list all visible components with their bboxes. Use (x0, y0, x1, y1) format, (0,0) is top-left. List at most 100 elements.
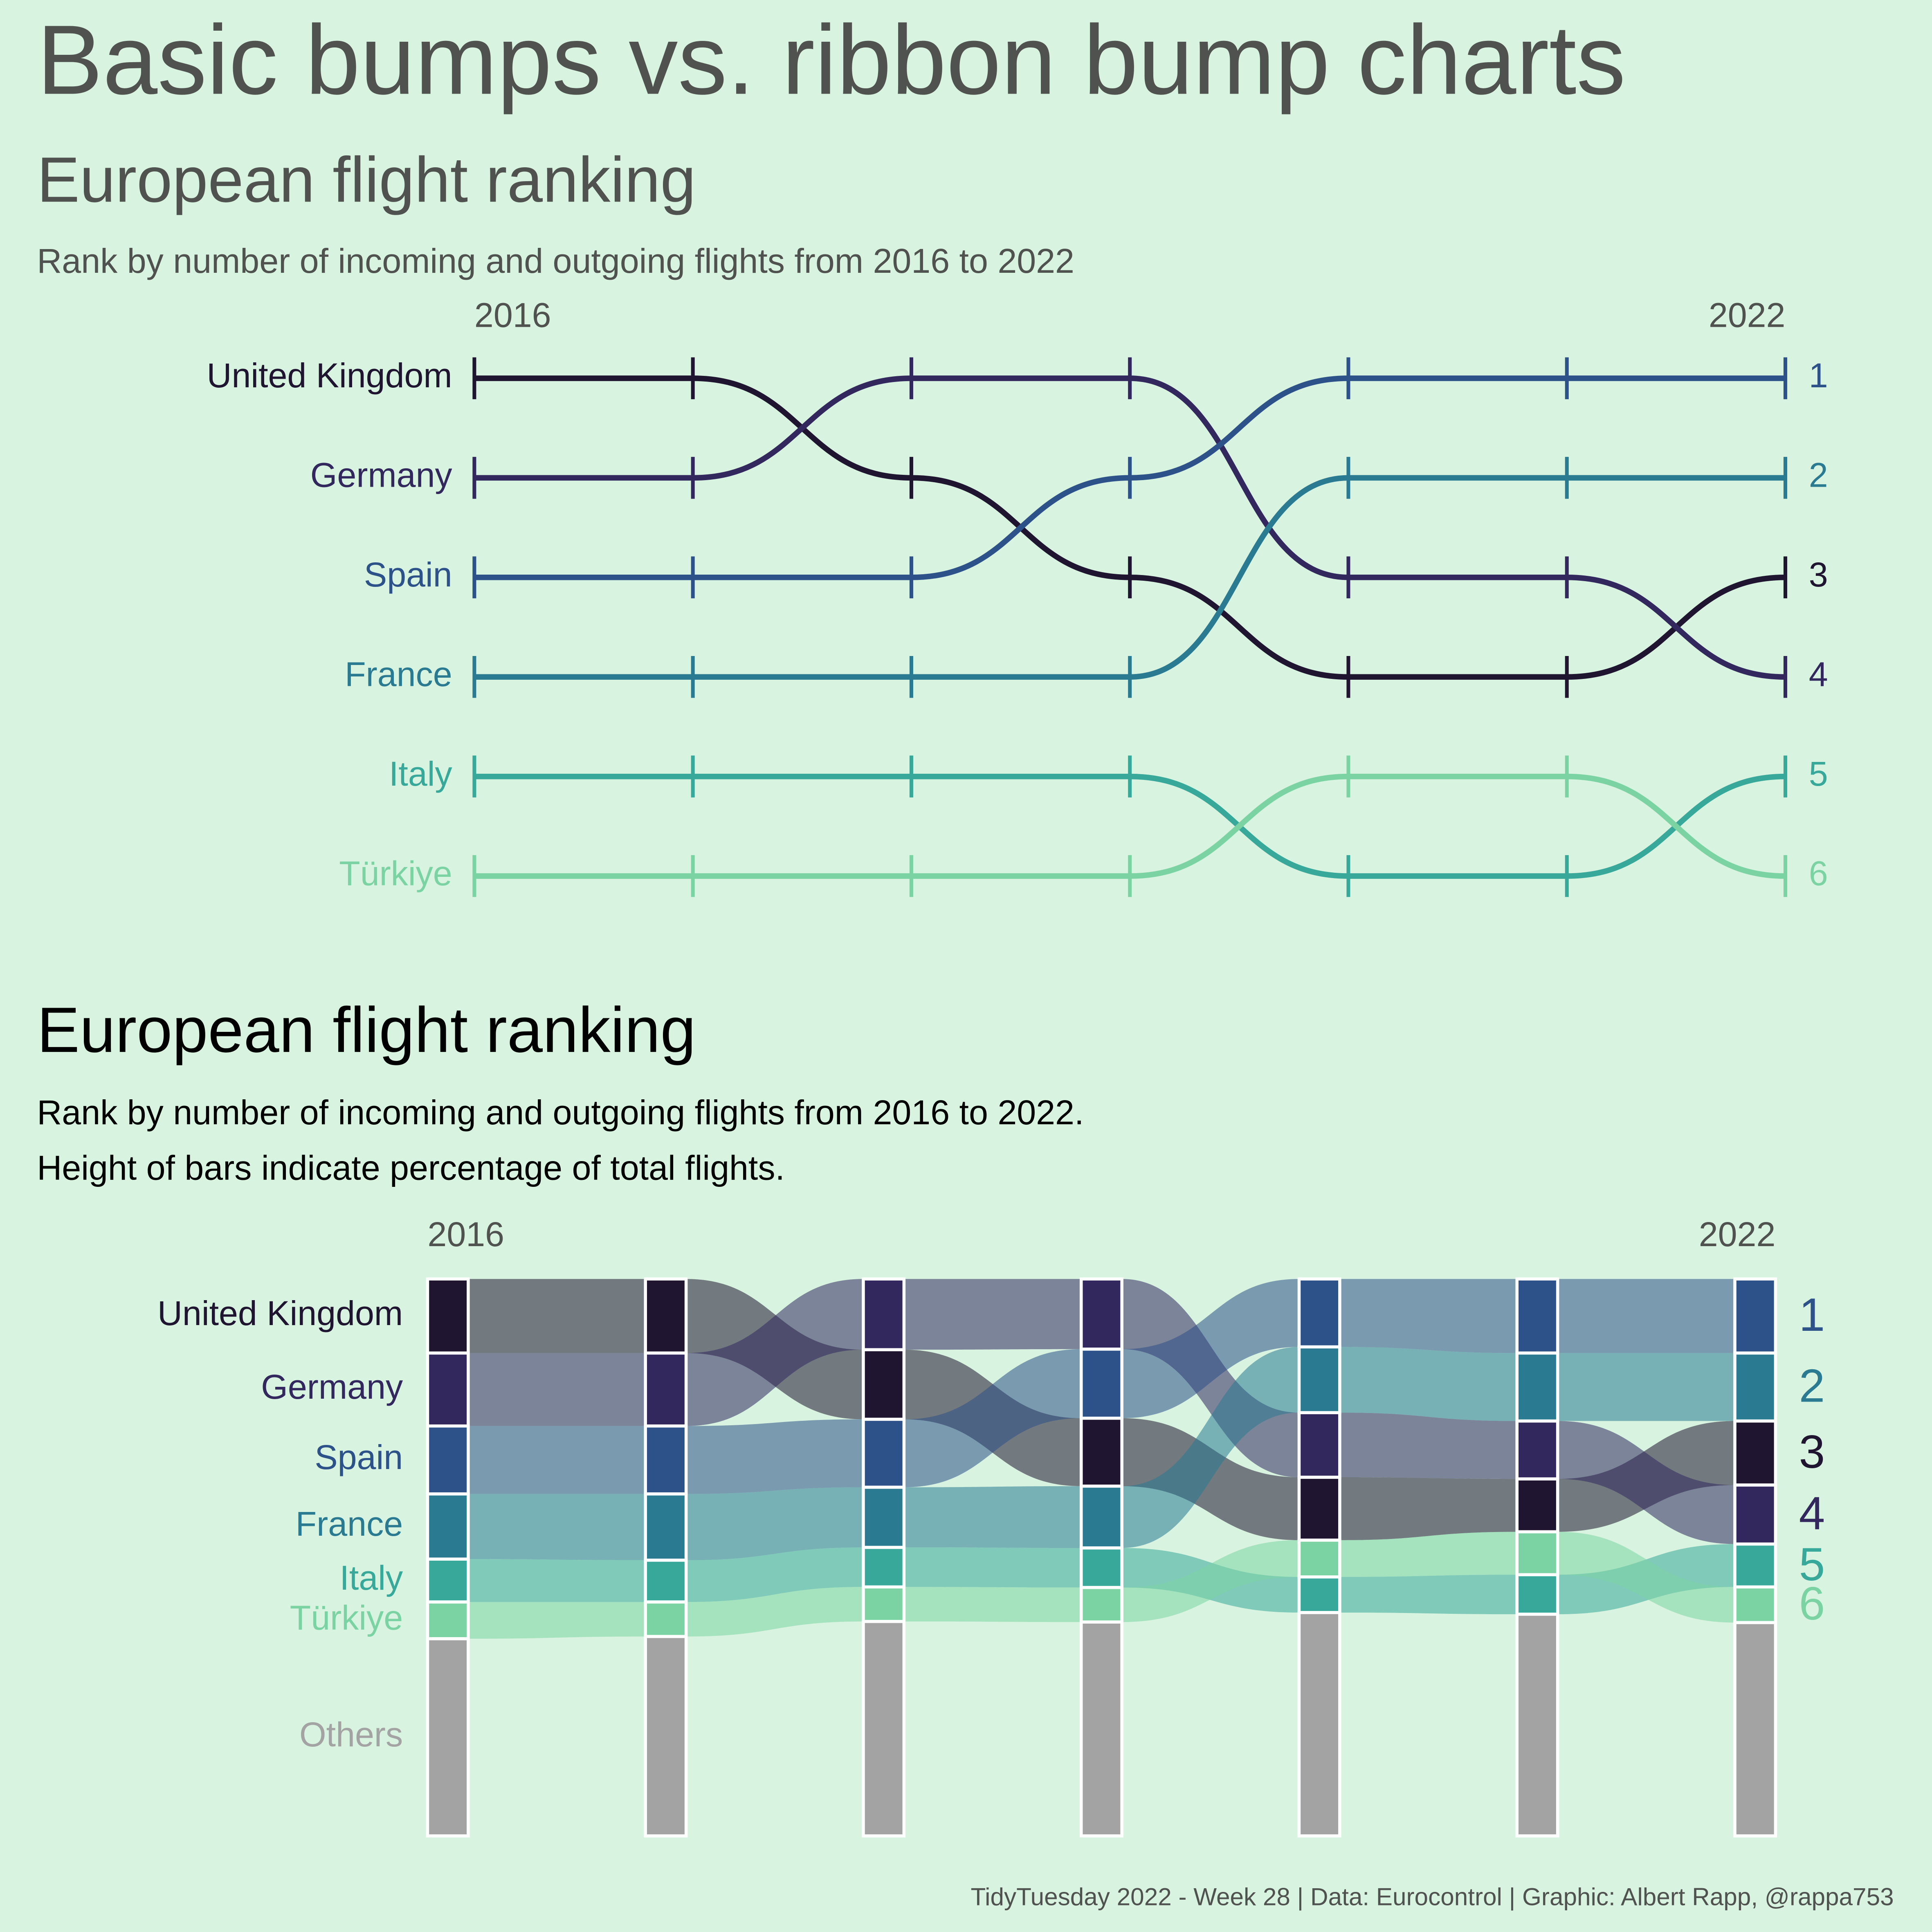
caption: TidyTuesday 2022 - Week 28 | Data: Euroc… (971, 1883, 1894, 1911)
bar-segment (1079, 1277, 1123, 1351)
series-label: Germany (310, 456, 452, 494)
ribbon (904, 1587, 1081, 1622)
bar-segment (1733, 1621, 1777, 1838)
bar-segment (862, 1620, 906, 1838)
bar-segment (1297, 1575, 1341, 1614)
ribbon (686, 1419, 863, 1494)
ribbon (468, 1559, 646, 1602)
bar-segment (1079, 1485, 1123, 1550)
bar-segment (1733, 1483, 1777, 1546)
bar-segment (426, 1277, 470, 1355)
ribbon (904, 1349, 1081, 1487)
x-tick-label: 2016 (474, 296, 551, 335)
chart-title: European flight ranking (37, 144, 696, 216)
series-label: United Kingdom (207, 356, 452, 395)
series-label: Türkiye (290, 1598, 403, 1637)
ribbon (1339, 1413, 1517, 1479)
series-label: Others (299, 1715, 403, 1754)
ribbon (1557, 1532, 1735, 1623)
bar-segment (1515, 1419, 1559, 1480)
ribbon (468, 1279, 646, 1353)
bar-segment (862, 1585, 906, 1623)
bar-segment (1297, 1611, 1341, 1838)
bar-segment (1297, 1539, 1341, 1579)
bar-segment (1515, 1530, 1559, 1577)
bar-segment (426, 1637, 470, 1838)
series-label: Italy (389, 755, 452, 793)
series-label: Spain (315, 1438, 403, 1476)
bar-segment (1515, 1613, 1559, 1838)
rank-label: 3 (1799, 1426, 1825, 1478)
bar-segment (862, 1418, 906, 1489)
bar-segment (426, 1600, 470, 1640)
y-tick-label: 5 (1809, 755, 1828, 793)
main-title: Basic bumps vs. ribbon bump charts (37, 5, 1626, 115)
ribbon (1557, 1353, 1735, 1421)
bar-segment (1515, 1351, 1559, 1423)
bar-segment (1297, 1411, 1341, 1479)
series-label: Italy (339, 1559, 403, 1597)
bar-segment (1515, 1477, 1559, 1534)
ribbon (1339, 1532, 1517, 1577)
y-tick-label: 6 (1809, 854, 1828, 892)
chart-subtitle: Height of bars indicate percentage of to… (37, 1148, 785, 1187)
rank-label: 6 (1799, 1577, 1825, 1630)
ribbon (904, 1486, 1081, 1548)
bar-segment (426, 1351, 470, 1428)
bar-segment (862, 1348, 906, 1421)
x-tick-label: 2016 (427, 1215, 504, 1254)
bar-segment (1733, 1585, 1777, 1624)
bar-segment (1733, 1277, 1777, 1355)
bar-segment (1297, 1476, 1341, 1542)
bar-segment (1733, 1351, 1777, 1423)
bar-segment (862, 1546, 906, 1589)
bar-segment (426, 1492, 470, 1561)
bar-segment (644, 1351, 688, 1428)
rank-label: 4 (1799, 1487, 1825, 1540)
x-tick-label: 2022 (1699, 1215, 1776, 1254)
ribbon (1339, 1347, 1517, 1421)
series-label: United Kingdom (157, 1294, 403, 1332)
y-tick-label: 2 (1809, 456, 1828, 494)
chart-subtitle: Rank by number of incoming and outgoing … (37, 242, 1074, 280)
bar-segment (1733, 1542, 1777, 1589)
series-label: Germany (261, 1368, 403, 1406)
ribbon (1557, 1421, 1735, 1544)
ribbon (468, 1353, 646, 1426)
ribbon (468, 1602, 646, 1639)
bar-segment (1079, 1348, 1123, 1420)
ribbon (686, 1487, 863, 1560)
ribbon (1339, 1279, 1517, 1353)
bar-segment (1079, 1546, 1123, 1589)
series-label: Türkiye (339, 854, 452, 892)
rank-label: 5 (1799, 1538, 1825, 1591)
bar-segment (862, 1485, 906, 1549)
ribbon (1339, 1477, 1517, 1540)
ribbon (468, 1494, 646, 1560)
ribbon (1122, 1540, 1299, 1622)
y-tick-label: 4 (1809, 655, 1828, 693)
bar-segment (644, 1492, 688, 1562)
bar-segment (1079, 1586, 1123, 1624)
bar-segment (644, 1277, 688, 1355)
bump-line (474, 475, 1786, 680)
rank-label: 2 (1799, 1360, 1825, 1412)
bump-line (474, 773, 1786, 879)
ribbon (686, 1279, 863, 1426)
bump-line (474, 773, 1786, 879)
ribbon (904, 1279, 1081, 1350)
bar-segment (1079, 1620, 1123, 1838)
ribbon (904, 1547, 1081, 1588)
bar-segment (644, 1600, 688, 1638)
bar-segment (426, 1557, 470, 1604)
chart-title: European flight ranking (37, 994, 696, 1066)
bump-line (474, 375, 1786, 680)
ribbon (1557, 1279, 1735, 1353)
bar-segment (644, 1559, 688, 1604)
bar-segment (1733, 1419, 1777, 1487)
chart-subtitle: Rank by number of incoming and outgoing … (37, 1093, 1084, 1132)
ribbon (1339, 1575, 1517, 1615)
ribbon (1122, 1279, 1299, 1418)
ribbon (1122, 1347, 1299, 1548)
bar-segment (426, 1424, 470, 1496)
